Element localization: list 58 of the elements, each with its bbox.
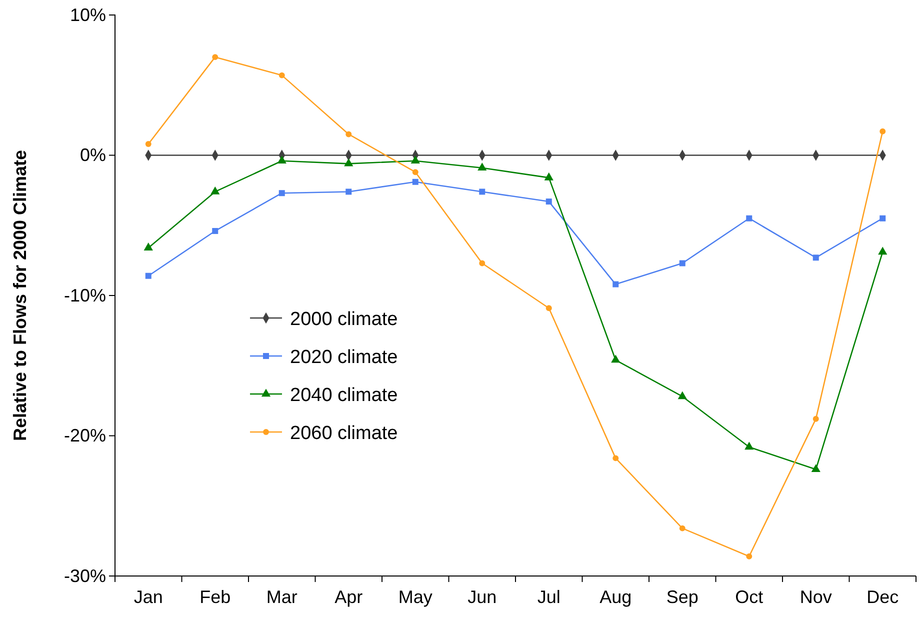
point	[346, 131, 352, 138]
point	[546, 198, 552, 205]
point	[479, 260, 486, 266]
x-tick-label: Jul	[537, 586, 560, 607]
point	[479, 188, 486, 195]
point	[679, 260, 686, 266]
point	[278, 72, 285, 78]
y-tick-label: -10%	[64, 285, 106, 306]
y-tick-label: 10%	[70, 4, 106, 25]
point	[212, 228, 218, 234]
x-tick-label: Feb	[200, 586, 231, 607]
point	[678, 391, 687, 400]
point	[744, 442, 754, 450]
legend-label: 2020 climate	[290, 347, 398, 368]
point	[277, 156, 286, 164]
legend-label: 2000 climate	[290, 309, 398, 330]
x-tick-label: Apr	[334, 586, 363, 607]
point	[611, 354, 620, 363]
point	[546, 305, 552, 312]
x-tick-label: Aug	[600, 586, 632, 607]
point	[812, 416, 819, 422]
point	[812, 254, 819, 261]
point	[544, 172, 554, 180]
x-tick-label: Mar	[266, 586, 298, 607]
point	[746, 553, 752, 560]
legend-label: 2040 climate	[290, 385, 398, 406]
point	[612, 281, 619, 288]
y-tick-label: 0%	[80, 145, 106, 166]
y-tick-label: -20%	[64, 426, 106, 446]
point	[612, 455, 619, 462]
point	[410, 156, 420, 164]
x-tick-label: Dec	[866, 586, 899, 607]
point	[679, 525, 686, 532]
point	[746, 215, 752, 222]
x-tick-label: Jan	[134, 586, 163, 607]
point	[412, 169, 418, 176]
point	[212, 54, 218, 60]
y-tick-label: -30%	[64, 566, 106, 586]
point	[144, 242, 153, 250]
point	[880, 128, 886, 134]
x-tick-label: Oct	[735, 586, 764, 607]
point	[278, 190, 285, 196]
point	[811, 464, 820, 472]
point	[145, 141, 152, 148]
x-tick-label: Sep	[666, 586, 698, 607]
point	[346, 188, 352, 195]
x-tick-label: May	[398, 586, 432, 607]
point	[412, 178, 418, 185]
point	[478, 162, 487, 171]
point	[344, 158, 354, 166]
point	[878, 246, 888, 255]
y-axis-title: Relative to Flows for 2000 Climate	[10, 150, 30, 442]
legend-label: 2060 climate	[290, 423, 398, 444]
point	[145, 272, 152, 279]
x-tick-label: Jun	[468, 586, 497, 607]
point	[880, 215, 886, 222]
x-tick-label: Nov	[800, 586, 832, 607]
point	[210, 186, 220, 194]
